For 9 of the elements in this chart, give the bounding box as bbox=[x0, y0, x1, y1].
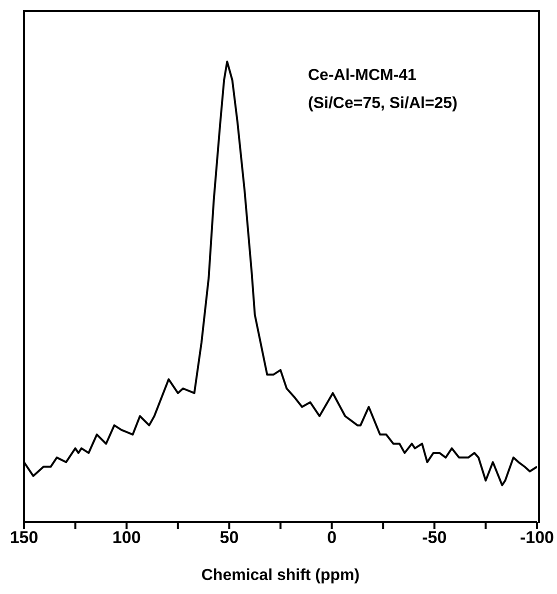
annotation: (Si/Ce=75, Si/Al=25) bbox=[308, 94, 458, 114]
x-tick-label: -100 bbox=[520, 528, 554, 548]
x-tick-label: -50 bbox=[422, 528, 447, 548]
x-tick-label: 0 bbox=[327, 528, 337, 548]
annotation: Ce-Al-MCM-41 bbox=[308, 66, 418, 86]
x-tick-label: 100 bbox=[112, 528, 141, 548]
x-tick-label: 150 bbox=[10, 528, 38, 548]
x-tick-label: 50 bbox=[220, 528, 239, 548]
x-axis-title: Chemical shift (ppm) bbox=[201, 567, 360, 584]
